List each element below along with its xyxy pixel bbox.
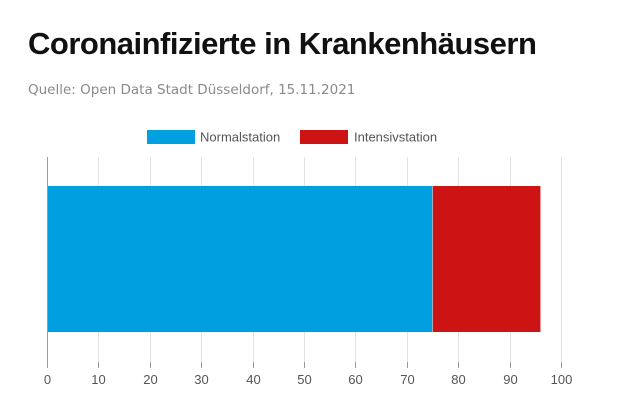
chart-title: Coronainfizierte in Krankenhäusern bbox=[28, 26, 537, 61]
x-axis: 0 10 20 30 40 50 60 70 80 90 100 bbox=[44, 157, 572, 387]
bar-intensivstation bbox=[432, 186, 541, 332]
x-tick-label-40: 40 bbox=[246, 372, 260, 387]
x-tick-label-80: 80 bbox=[451, 372, 465, 387]
x-tick-label-60: 60 bbox=[348, 372, 362, 387]
legend: Normalstation Intensivstation bbox=[147, 130, 437, 145]
x-tick-label-20: 20 bbox=[143, 372, 157, 387]
x-tick-label-50: 50 bbox=[297, 372, 311, 387]
x-tick-label-90: 90 bbox=[503, 372, 517, 387]
x-tick-label-0: 0 bbox=[44, 372, 51, 387]
x-tick-label-30: 30 bbox=[194, 372, 208, 387]
bars bbox=[47, 186, 541, 332]
x-tick-label-100: 100 bbox=[551, 372, 573, 387]
x-tick-label-10: 10 bbox=[91, 372, 105, 387]
bar-normalstation bbox=[47, 186, 433, 332]
legend-label-normalstation: Normalstation bbox=[200, 130, 280, 145]
legend-label-intensivstation: Intensivstation bbox=[354, 130, 437, 145]
chart-source: Quelle: Open Data Stadt Düsseldorf, 15.1… bbox=[28, 82, 356, 98]
legend-swatch-intensivstation bbox=[300, 130, 348, 144]
legend-swatch-normalstation bbox=[147, 130, 195, 144]
x-tick-label-70: 70 bbox=[400, 372, 414, 387]
